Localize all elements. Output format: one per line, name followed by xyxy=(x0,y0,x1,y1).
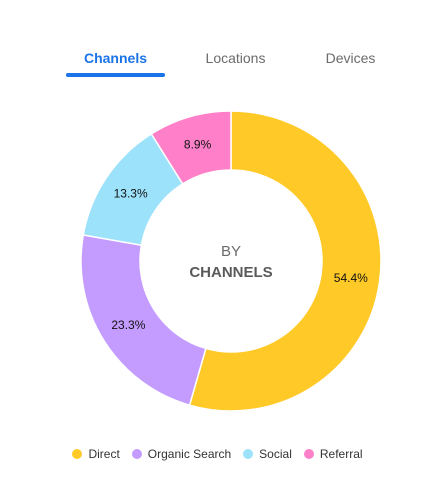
legend-label-organic-search: Organic Search xyxy=(147,447,232,461)
legend-item-social[interactable]: Social xyxy=(243,447,292,461)
slice-organic-search[interactable] xyxy=(80,234,207,407)
slice-direct[interactable] xyxy=(188,110,382,412)
tab-bar: Channels Locations Devices xyxy=(0,0,435,80)
legend-label-referral: Referral xyxy=(319,447,363,461)
slice-referral[interactable] xyxy=(150,110,232,185)
donut-chart: 54.4% 23.3% 13.3% 8.9% BY CHANNELS xyxy=(80,110,382,412)
tab-channels[interactable]: Channels xyxy=(83,50,147,66)
slice-label-referral: 8.9% xyxy=(184,138,212,152)
slice-label-direct: 54.4% xyxy=(334,271,368,285)
legend-swatch-organic-search xyxy=(131,449,142,459)
legend-item-referral[interactable]: Referral xyxy=(303,447,363,461)
slice-label-social: 13.3% xyxy=(114,186,148,200)
legend-item-organic-search[interactable]: Organic Search xyxy=(131,447,232,461)
slice-labels: 54.4% 23.3% 13.3% 8.9% xyxy=(111,138,368,332)
center-label-top: BY xyxy=(221,243,241,260)
donut-slices xyxy=(80,110,382,412)
tab-locations[interactable]: Locations xyxy=(205,50,266,66)
legend-swatch-direct xyxy=(72,449,83,459)
center-label-bottom: CHANNELS xyxy=(189,264,272,281)
chart-legend: Direct Organic Search Social Referral xyxy=(0,444,435,464)
tab-devices[interactable]: Devices xyxy=(325,50,376,66)
legend-label-direct: Direct xyxy=(88,447,120,461)
legend-label-social: Social xyxy=(259,447,292,461)
legend-swatch-social xyxy=(243,449,254,459)
slice-label-organic-search: 23.3% xyxy=(111,318,145,332)
legend-item-direct[interactable]: Direct xyxy=(72,447,120,461)
active-tab-indicator xyxy=(66,73,165,77)
legend-swatch-referral xyxy=(303,449,314,459)
